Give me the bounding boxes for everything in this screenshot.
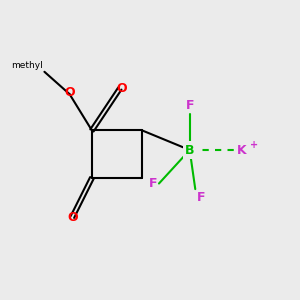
Text: F: F (149, 177, 158, 190)
Text: F: F (197, 190, 205, 203)
Text: O: O (67, 211, 78, 224)
Text: methyl: methyl (11, 61, 43, 70)
Text: +: + (250, 140, 258, 150)
Text: O: O (64, 86, 75, 99)
Text: K: K (237, 143, 247, 157)
Text: O: O (116, 82, 127, 95)
Text: B: B (185, 143, 194, 157)
Text: F: F (185, 99, 194, 112)
